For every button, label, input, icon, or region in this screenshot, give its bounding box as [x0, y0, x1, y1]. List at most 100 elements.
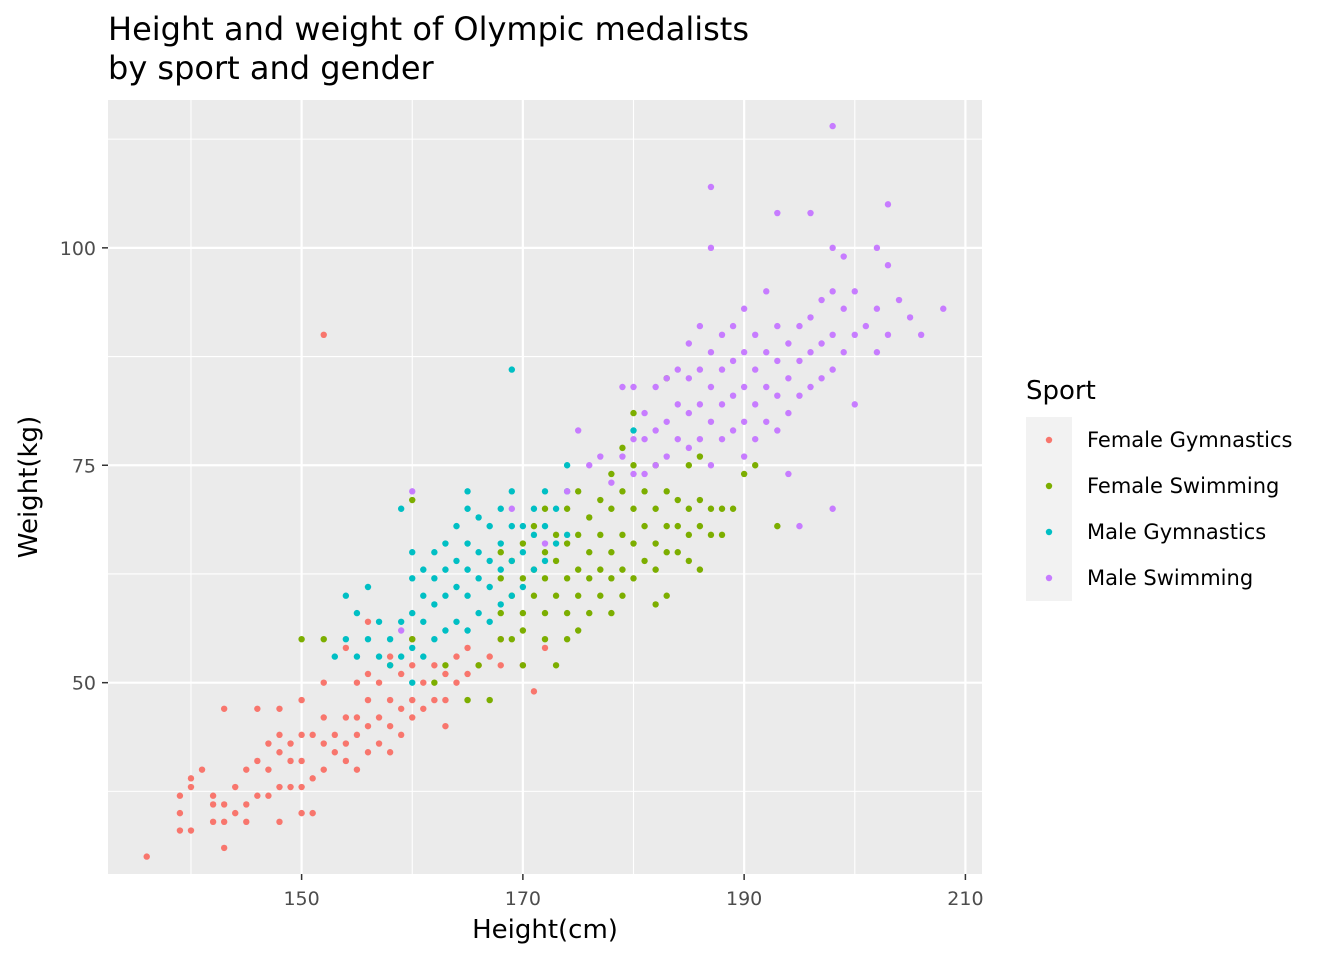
data-point — [486, 618, 493, 625]
data-point — [386, 635, 394, 643]
data-point — [397, 670, 405, 678]
data-point — [475, 549, 482, 556]
data-point — [386, 653, 394, 660]
data-point — [431, 696, 438, 704]
data-point — [453, 679, 460, 686]
data-point — [497, 540, 504, 547]
data-point — [397, 653, 405, 660]
legend-key — [1045, 574, 1053, 582]
legend-key — [1045, 482, 1053, 490]
data-point — [464, 592, 471, 599]
data-point — [287, 740, 294, 747]
data-point — [541, 549, 549, 556]
data-point — [630, 540, 637, 547]
data-point — [740, 470, 748, 478]
data-point — [541, 644, 549, 652]
data-point — [829, 122, 836, 130]
data-point — [187, 783, 195, 791]
data-point — [774, 322, 781, 330]
data-point — [552, 505, 560, 512]
data-point — [641, 470, 648, 478]
data-point — [409, 696, 416, 704]
data-point — [851, 331, 858, 339]
data-point — [541, 557, 549, 565]
data-point — [331, 653, 338, 660]
legend-label: Female Swimming — [1087, 474, 1279, 498]
data-point — [774, 427, 781, 434]
data-point — [431, 679, 438, 686]
data-point — [442, 592, 449, 599]
data-point — [342, 740, 350, 747]
data-point — [696, 366, 704, 373]
major-gridlines — [108, 100, 982, 874]
data-point — [530, 505, 538, 512]
data-point — [386, 749, 394, 756]
data-point — [829, 366, 836, 373]
data-point — [508, 505, 516, 512]
data-point — [574, 427, 582, 434]
data-point — [619, 453, 626, 460]
data-point — [364, 749, 372, 756]
data-point — [718, 531, 726, 539]
data-point — [442, 627, 449, 634]
data-point — [652, 505, 659, 512]
data-point — [420, 592, 427, 599]
data-point — [486, 653, 493, 660]
data-point — [807, 209, 814, 217]
data-point — [364, 635, 372, 643]
data-point — [685, 531, 693, 539]
data-point — [464, 540, 471, 547]
data-point — [541, 575, 549, 582]
legend-key — [1045, 528, 1053, 536]
data-point — [519, 522, 527, 530]
data-point — [464, 670, 471, 678]
data-point — [630, 462, 637, 469]
data-point — [143, 853, 150, 860]
data-point — [574, 566, 582, 573]
data-point — [563, 540, 571, 547]
data-point — [663, 488, 670, 495]
data-point — [608, 505, 615, 512]
data-point — [243, 801, 250, 808]
data-point — [597, 453, 604, 460]
data-point — [685, 409, 693, 417]
data-point — [442, 662, 449, 669]
data-point — [464, 696, 471, 704]
data-points — [143, 122, 947, 860]
data-point — [331, 731, 338, 739]
data-point — [386, 696, 394, 704]
data-point — [718, 401, 726, 408]
data-point — [397, 627, 405, 634]
data-point — [674, 366, 681, 373]
data-point — [586, 609, 593, 617]
data-point — [818, 375, 825, 382]
data-point — [475, 514, 482, 521]
data-point — [796, 322, 803, 330]
data-point — [220, 801, 228, 808]
data-point — [862, 322, 870, 330]
data-point — [641, 409, 648, 417]
data-point — [685, 505, 693, 512]
data-point — [320, 635, 327, 643]
data-point — [608, 470, 615, 478]
data-point — [375, 679, 383, 686]
data-point — [563, 609, 571, 617]
data-point — [409, 575, 416, 582]
data-point — [220, 844, 228, 852]
data-point — [309, 775, 316, 782]
data-point — [342, 714, 350, 721]
data-point — [320, 679, 327, 686]
data-point — [409, 496, 416, 504]
data-point — [464, 566, 471, 573]
data-point — [729, 322, 737, 330]
data-point — [409, 662, 416, 669]
data-point — [486, 557, 493, 565]
data-point — [663, 453, 670, 460]
data-point — [442, 696, 449, 704]
data-point — [220, 705, 228, 712]
data-point — [342, 592, 350, 599]
legend-key — [1045, 436, 1053, 444]
legend-label: Male Swimming — [1087, 566, 1253, 590]
data-point — [774, 392, 781, 399]
data-point — [563, 462, 571, 469]
